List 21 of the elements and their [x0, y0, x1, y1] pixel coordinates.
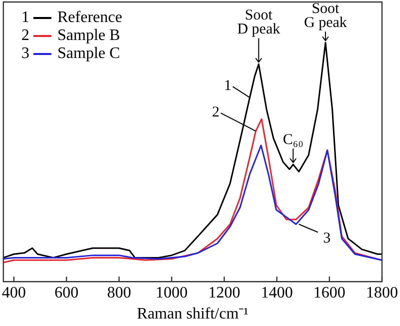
x-tick-label: 1200: [208, 284, 240, 302]
text: 2: [21, 27, 30, 44]
x-tick-label: 600: [54, 284, 78, 302]
annotation: C₆₀: [282, 132, 304, 148]
annotation: 2: [212, 104, 220, 120]
annotation: 1: [224, 78, 232, 94]
annotation: Soot G peak: [304, 1, 348, 32]
legend-label: Sample B: [57, 27, 120, 44]
annotation: Soot D peak: [237, 8, 281, 38]
x-axis-title: Raman shift/cm⁻¹: [136, 306, 249, 323]
x-tick-label: 1600: [313, 284, 346, 302]
text: 3: [21, 45, 30, 62]
x-tick-label: 1400: [260, 284, 293, 302]
annotation: 3: [323, 230, 331, 247]
legend-label: Reference: [57, 9, 122, 26]
text: 1: [21, 9, 30, 26]
x-tick-label: 1000: [156, 284, 188, 302]
legend-label: Sample C: [57, 45, 120, 62]
x-tick-label: 400: [2, 284, 26, 302]
x-tick-label: 800: [107, 284, 132, 302]
x-tick-label: 1800: [366, 284, 398, 302]
